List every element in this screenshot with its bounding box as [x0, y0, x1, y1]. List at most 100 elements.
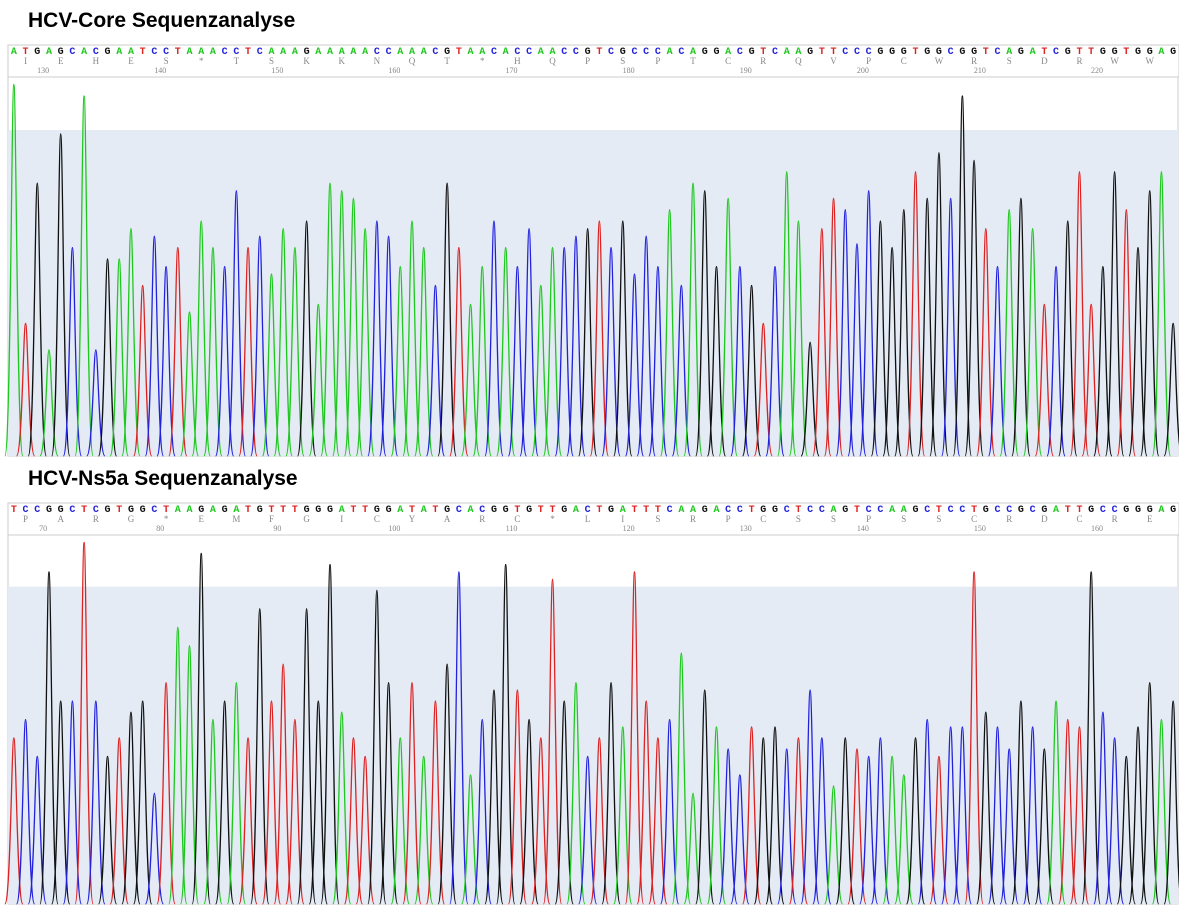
amino-acid: H — [93, 56, 100, 66]
base-letter: G — [386, 505, 392, 516]
amino-acid: S — [901, 514, 906, 524]
base-letter: T — [81, 505, 87, 516]
amino-acid: * — [550, 514, 555, 524]
base-letter: G — [1018, 505, 1024, 516]
amino-acid: * — [199, 56, 204, 66]
panel-title: HCV-Core Sequenzanalyse — [28, 9, 295, 32]
position-label: 210 — [974, 66, 986, 75]
amino-acid: R — [690, 514, 696, 524]
base-letter: C — [631, 47, 637, 58]
amino-acid: P — [23, 514, 28, 524]
base-letter: G — [1065, 47, 1071, 58]
base-letter: C — [737, 505, 743, 516]
amino-acid: K — [338, 56, 345, 66]
base-letter: T — [854, 505, 860, 516]
base-letter: A — [784, 47, 790, 58]
base-letter: A — [421, 505, 427, 516]
position-label: 160 — [388, 66, 400, 75]
base-letter: G — [983, 505, 989, 516]
base-letter: C — [819, 505, 825, 516]
base-letter: C — [257, 47, 263, 58]
amino-acid: T — [690, 56, 696, 66]
position-label: 90 — [273, 524, 281, 533]
base-letter: A — [573, 505, 579, 516]
amino-acid: R — [760, 56, 766, 66]
base-letter: A — [538, 47, 544, 58]
amino-acid: I — [24, 56, 27, 66]
base-letter: A — [362, 47, 368, 58]
base-letter: T — [596, 505, 602, 516]
amino-acid: K — [303, 56, 310, 66]
base-letter: T — [245, 47, 251, 58]
base-letter: C — [772, 47, 778, 58]
amino-acid: C — [971, 514, 977, 524]
base-letter: A — [292, 47, 298, 58]
base-letter: A — [315, 47, 321, 58]
base-letter: C — [807, 505, 813, 516]
base-letter: C — [643, 47, 649, 58]
amino-acid: R — [93, 514, 99, 524]
amino-acid: Y — [409, 514, 416, 524]
base-letter: G — [713, 47, 719, 58]
amino-acid: C — [725, 56, 731, 66]
base-letter: T — [245, 505, 251, 516]
base-letter: G — [315, 505, 321, 516]
position-label: 160 — [1091, 524, 1103, 533]
base-letter: G — [1135, 47, 1141, 58]
base-letter: A — [397, 505, 403, 516]
base-letter: G — [1170, 505, 1176, 516]
base-letter: G — [526, 505, 532, 516]
base-letter: C — [667, 505, 673, 516]
base-letter: G — [105, 505, 111, 516]
amino-acid: R — [1006, 514, 1012, 524]
base-letter: T — [362, 505, 368, 516]
amino-acid: C — [374, 514, 380, 524]
base-letter: C — [948, 47, 954, 58]
base-letter: G — [924, 47, 930, 58]
amino-acid: S — [164, 56, 169, 66]
base-letter: C — [526, 47, 532, 58]
base-letter: T — [350, 505, 356, 516]
amino-acid: W — [1110, 56, 1119, 66]
position-label: 200 — [857, 66, 869, 75]
position-label: 140 — [857, 524, 869, 533]
amino-acid: * — [480, 56, 485, 66]
position-label: 80 — [156, 524, 164, 533]
base-letter: C — [737, 47, 743, 58]
base-letter: G — [46, 505, 52, 516]
base-letter: A — [210, 47, 216, 58]
base-letter: A — [503, 47, 509, 58]
amino-acid: R — [479, 514, 485, 524]
base-letter: G — [491, 505, 497, 516]
panel-title: HCV-Ns5a Sequenzanalyse — [28, 467, 298, 490]
base-letter: C — [432, 47, 438, 58]
base-letter: A — [116, 47, 122, 58]
base-letter: G — [222, 505, 228, 516]
header-strip — [8, 45, 1179, 77]
base-letter: G — [749, 47, 755, 58]
base-letter: T — [1088, 47, 1094, 58]
amino-acid: M — [232, 514, 240, 524]
amino-acid: C — [514, 514, 520, 524]
base-letter: G — [702, 47, 708, 58]
amino-acid: W — [935, 56, 944, 66]
base-letter: A — [186, 505, 192, 516]
base-letter: C — [784, 505, 790, 516]
base-letter: G — [1170, 47, 1176, 58]
amino-acid: G — [128, 514, 135, 524]
base-letter: T — [596, 47, 602, 58]
position-label: 130 — [740, 524, 752, 533]
base-letter: A — [350, 47, 356, 58]
amino-acid: N — [374, 56, 381, 66]
base-letter: A — [175, 505, 181, 516]
base-letter: T — [913, 47, 919, 58]
base-letter: A — [889, 505, 895, 516]
amino-acid: I — [621, 514, 624, 524]
position-label: 170 — [506, 66, 518, 75]
base-letter: G — [842, 505, 848, 516]
base-letter: A — [81, 47, 87, 58]
base-letter: G — [889, 47, 895, 58]
amino-acid: V — [830, 56, 837, 66]
base-letter: C — [994, 47, 1000, 58]
amino-acid: Q — [795, 56, 802, 66]
